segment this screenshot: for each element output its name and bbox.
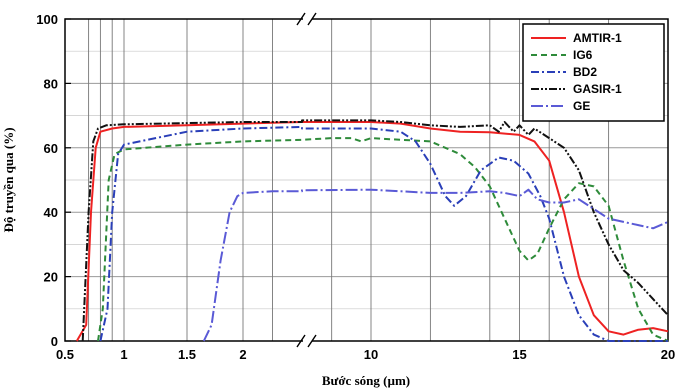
series-layer	[75, 119, 669, 342]
x-axis-title: Bước sóng (µm)	[322, 373, 410, 388]
y-tick-label: 0	[51, 334, 58, 349]
x-tick-label: 15	[512, 347, 526, 362]
legend: AMTIR-1 IG6 BD2 GASIR-1 GE	[522, 23, 665, 122]
series-line-bd2	[99, 125, 668, 342]
x-tick-label: 2	[239, 347, 246, 362]
plot-frame	[64, 18, 669, 342]
y-tick-label: 40	[44, 205, 58, 220]
x-tick-labels: 0.5 1 1.5 2 10 15 20	[56, 347, 675, 362]
legend-box	[522, 23, 665, 122]
legend-label-ge: GE	[573, 99, 590, 113]
y-tick-label: 80	[44, 76, 58, 91]
break-mark	[296, 12, 306, 26]
y-tick-label: 100	[36, 12, 58, 27]
series-line-ig6	[97, 137, 669, 342]
series-line-gasir-1	[81, 119, 669, 342]
axis-break	[296, 12, 317, 348]
y-tick-label: 60	[44, 141, 58, 156]
x-tick-label: 10	[364, 347, 378, 362]
x-tick-label: 1.5	[178, 347, 196, 362]
break-gap-bottom	[303, 335, 312, 347]
break-mark	[296, 334, 306, 348]
legend-label-bd2: BD2	[573, 65, 597, 79]
y-axis-title: Độ truyền qua (%)	[1, 127, 16, 232]
grid	[65, 18, 668, 342]
x-tick-label: 1	[120, 347, 127, 362]
x-tick-label: 0.5	[56, 347, 74, 362]
break-gap-top	[303, 13, 312, 25]
legend-label-amtir-1: AMTIR-1	[573, 31, 622, 45]
break-mark	[307, 12, 317, 26]
legend-label-ig6: IG6	[573, 48, 593, 62]
series-line-amtir-1	[75, 121, 669, 342]
legend-label-gasir-1: GASIR-1	[573, 82, 622, 96]
series-line-ge	[202, 188, 669, 342]
y-tick-labels: 0 20 40 60 80 100	[36, 12, 58, 349]
y-tick-label: 20	[44, 270, 58, 285]
break-mark	[307, 334, 317, 348]
x-tick-label: 20	[661, 347, 675, 362]
